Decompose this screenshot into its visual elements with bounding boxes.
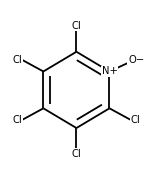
Text: Cl: Cl (72, 149, 81, 159)
Text: Cl: Cl (13, 55, 22, 65)
Text: Cl: Cl (72, 21, 81, 31)
Text: Cl: Cl (13, 115, 22, 125)
Text: N+: N+ (102, 66, 117, 77)
Text: Cl: Cl (130, 115, 140, 125)
Text: O−: O− (128, 55, 144, 65)
